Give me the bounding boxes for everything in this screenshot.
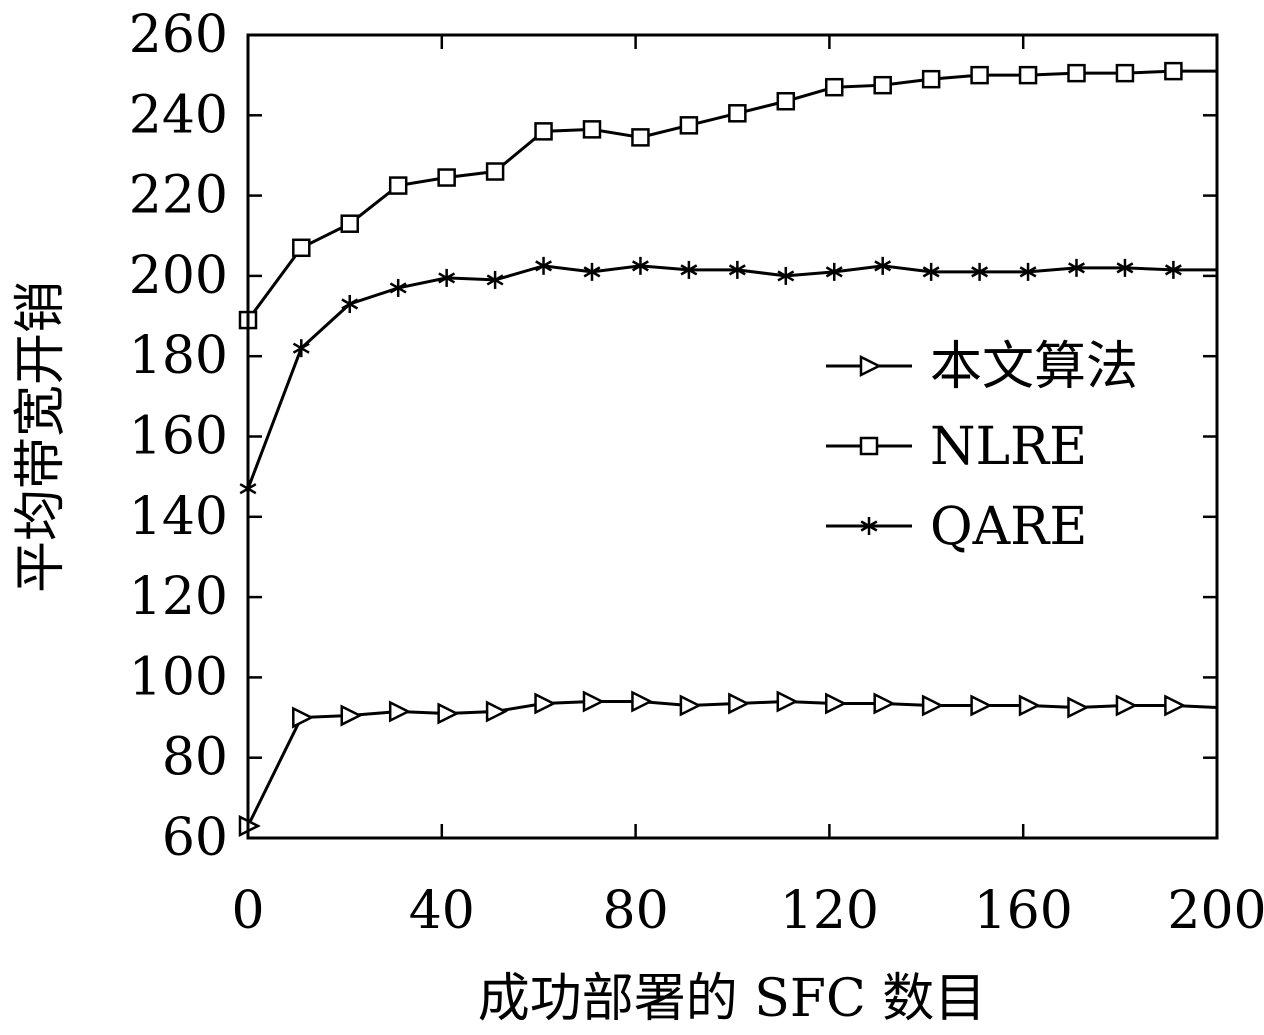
y-tick-label: 80 bbox=[162, 728, 228, 788]
x-tick-label: 80 bbox=[603, 881, 669, 941]
legend-item: NLRE bbox=[826, 417, 1087, 477]
data-point-asterisk bbox=[389, 278, 407, 297]
data-point-square bbox=[1115, 63, 1135, 83]
series-0 bbox=[238, 690, 1218, 837]
data-point-triangle bbox=[679, 694, 702, 717]
data-point-asterisk bbox=[292, 339, 310, 358]
data-point-asterisk bbox=[535, 256, 552, 275]
series-2 bbox=[239, 256, 1217, 498]
data-point-asterisk bbox=[341, 295, 359, 314]
y-axis-label: 平均带宽开销 bbox=[11, 281, 71, 593]
y-tick-label: 260 bbox=[129, 5, 228, 65]
data-point-square bbox=[859, 436, 879, 456]
legend: 本文算法 NLRE QARE bbox=[826, 337, 1138, 557]
data-point-asterisk bbox=[777, 266, 795, 285]
x-tick-label: 200 bbox=[1167, 881, 1264, 941]
y-tick-label: 180 bbox=[129, 326, 228, 386]
data-point-asterisk bbox=[922, 262, 940, 281]
data-point-triangle bbox=[388, 700, 411, 723]
data-point-triangle bbox=[1067, 696, 1090, 719]
legend-label: NLRE bbox=[930, 417, 1087, 477]
data-point-asterisk bbox=[728, 260, 746, 279]
data-point-triangle bbox=[1018, 694, 1041, 717]
data-point-triangle bbox=[824, 692, 848, 715]
y-tick-label: 60 bbox=[162, 808, 228, 868]
data-point-asterisk bbox=[631, 256, 649, 275]
data-point-square bbox=[437, 168, 456, 187]
data-point-square bbox=[873, 75, 892, 95]
data-point-square bbox=[485, 162, 505, 181]
data-point-asterisk bbox=[825, 262, 843, 281]
data-point-triangle bbox=[921, 694, 944, 717]
data-point-asterisk bbox=[1164, 260, 1182, 279]
x-tick-label: 0 bbox=[231, 881, 264, 941]
data-point-asterisk bbox=[1068, 258, 1085, 277]
data-point-triangle bbox=[873, 692, 896, 715]
data-point-triangle bbox=[437, 702, 460, 725]
data-point-triangle bbox=[340, 704, 363, 727]
x-axis-label: 成功部署的 SFC 数目 bbox=[478, 969, 987, 1029]
x-tick-label: 120 bbox=[780, 881, 879, 941]
data-point-triangle bbox=[970, 694, 993, 717]
data-point-square bbox=[824, 77, 844, 97]
y-tick-label: 140 bbox=[129, 487, 228, 547]
data-point-square bbox=[728, 104, 747, 123]
data-point-asterisk bbox=[1116, 258, 1134, 277]
data-point-triangle bbox=[631, 690, 654, 713]
data-point-asterisk bbox=[680, 260, 698, 279]
data-point-asterisk bbox=[583, 262, 601, 281]
y-tick-label: 100 bbox=[129, 647, 228, 707]
x-tick-label: 40 bbox=[409, 881, 475, 941]
data-point-asterisk bbox=[860, 517, 878, 535]
y-tick-label: 200 bbox=[129, 246, 228, 306]
series-layer bbox=[238, 61, 1218, 837]
data-point-square bbox=[921, 69, 941, 89]
legend-label: QARE bbox=[930, 497, 1087, 557]
y-tick-label: 160 bbox=[129, 407, 228, 467]
data-point-triangle bbox=[1115, 694, 1138, 717]
legend-item: 本文算法 bbox=[826, 337, 1138, 397]
tick-labels-layer: 60 80 100 120 140 160 180 200 220 240 260 0 40 80 120 1… bbox=[129, 5, 1264, 941]
data-point-triangle bbox=[859, 354, 882, 378]
data-point-square bbox=[679, 116, 699, 135]
data-point-square bbox=[340, 214, 359, 233]
data-point-square bbox=[631, 128, 650, 147]
data-point-square bbox=[582, 120, 602, 139]
data-point-square bbox=[1067, 63, 1086, 83]
data-point-asterisk bbox=[438, 268, 456, 287]
data-point-square bbox=[776, 91, 796, 111]
y-tick-label: 220 bbox=[129, 166, 228, 226]
data-point-square bbox=[388, 176, 408, 195]
legend-label: 本文算法 bbox=[930, 337, 1138, 397]
data-point-asterisk bbox=[971, 262, 989, 281]
data-point-triangle bbox=[1164, 694, 1187, 717]
ticks-layer bbox=[246, 33, 1219, 840]
data-point-square bbox=[1164, 61, 1183, 81]
data-point-square bbox=[1018, 65, 1038, 85]
data-point-asterisk bbox=[486, 270, 504, 289]
data-point-triangle bbox=[728, 692, 751, 715]
data-point-triangle bbox=[485, 700, 508, 723]
series-1 bbox=[238, 61, 1217, 330]
data-point-square bbox=[970, 65, 989, 85]
data-point-asterisk bbox=[1019, 262, 1037, 281]
data-point-triangle bbox=[582, 690, 605, 713]
data-point-square bbox=[292, 238, 311, 258]
y-tick-label: 120 bbox=[129, 567, 228, 627]
data-point-triangle bbox=[292, 706, 315, 729]
legend-item: QARE bbox=[826, 497, 1087, 557]
data-point-asterisk bbox=[874, 256, 892, 275]
x-tick-label: 160 bbox=[974, 881, 1073, 941]
data-point-triangle bbox=[534, 692, 557, 715]
y-tick-label: 240 bbox=[129, 85, 228, 145]
data-point-square bbox=[534, 122, 553, 141]
data-point-triangle bbox=[776, 690, 799, 713]
